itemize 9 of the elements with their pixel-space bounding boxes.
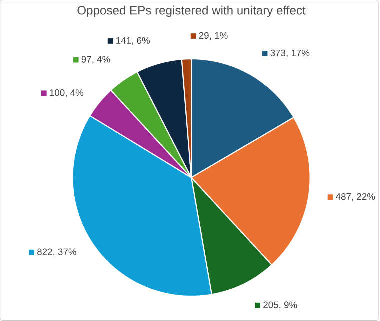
data-label: 487, 22% [336,193,376,202]
data-label: 373, 17% [270,50,310,58]
data-label: 29, 1% [199,32,228,40]
chart-title: Opposed EPs registered with unitary effect [78,6,306,18]
data-label: 205, 9% [264,302,298,310]
data-label: 100, 4% [50,90,84,98]
data-label: 141, 6% [116,37,150,46]
data-label: 822, 37% [38,248,76,256]
data-label: 97, 4% [82,56,110,64]
